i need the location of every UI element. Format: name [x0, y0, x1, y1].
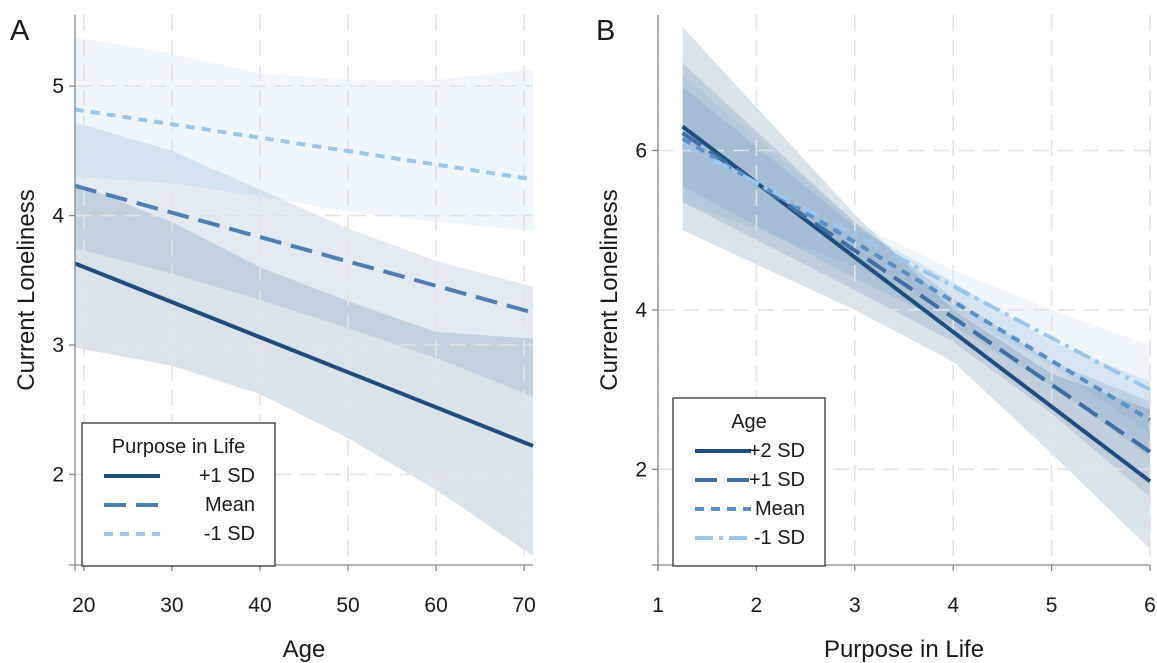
ci-band-1sd: [682, 74, 1150, 434]
series-line-1sd: [681, 142, 1151, 392]
ci-band-1sd: [75, 183, 533, 556]
legend: Purpose in Life +1 SD Mean -1 SD: [81, 422, 276, 567]
panel-label: B: [596, 15, 615, 47]
series-line-mean: [74, 183, 534, 315]
legend-entry-label: +2 SD: [749, 440, 805, 462]
x-tick-label: 6: [1144, 594, 1156, 617]
legend-entry-label: Mean: [205, 494, 255, 516]
x-tick-label: 30: [160, 594, 183, 617]
y-axis-label: Current Loneliness: [596, 189, 623, 390]
x-tick-label: 40: [248, 594, 271, 617]
y-tick-label: 2: [635, 458, 647, 481]
y-tick-label: 3: [52, 334, 64, 357]
x-tick-label: 60: [424, 594, 447, 617]
x-tick-label: 50: [336, 594, 359, 617]
series-line-1sd: [74, 107, 534, 182]
x-axis-label: Purpose in Life: [824, 636, 984, 663]
chart-panel-A: 20 30 40 50 60 70 2 3 4 5 Age Current Loneliness A Pu…: [10, 15, 536, 663]
y-tick-label: 6: [635, 140, 647, 163]
x-tick-label: 5: [1046, 594, 1058, 617]
legend-entry-label: +1 SD: [199, 465, 255, 487]
x-tick-label: 20: [72, 594, 95, 617]
ci-band-mean: [75, 122, 533, 397]
x-tick-label: 2: [751, 594, 763, 617]
y-tick-label: 4: [635, 299, 647, 322]
ci-band-2sd: [682, 27, 1150, 550]
y-axis-label: Current Loneliness: [13, 189, 40, 390]
x-tick-label: 4: [947, 594, 959, 617]
y-tick-label: 4: [52, 205, 64, 228]
x-tick-label: 70: [513, 594, 536, 617]
ci-band-mean: [682, 86, 1150, 458]
chart-panel-B: 1 2 3 4 5 6 2 4 6 Purpose in Life Current Loneline…: [596, 15, 1156, 663]
x-tick-label: 3: [849, 594, 861, 617]
y-tick-label: 2: [52, 463, 64, 486]
legend-entry-label: -1 SD: [204, 523, 255, 545]
panel-label: A: [10, 15, 30, 47]
legend-entry-label: +1 SD: [749, 469, 805, 491]
x-axis-label: Age: [283, 636, 326, 663]
legend-title: Age: [731, 411, 767, 433]
series-line-mean: [681, 136, 1152, 422]
legend-entry-label: -1 SD: [754, 527, 805, 549]
legend: Age +2 SD +1 SD Mean -1 SD: [672, 397, 826, 567]
legend-entry-label: Mean: [755, 498, 805, 520]
legend-title: Purpose in Life: [112, 436, 245, 458]
legend-box: [81, 422, 276, 567]
series-line-2sd: [681, 125, 1152, 483]
series-line-1sd: [74, 261, 534, 448]
x-tick-label: 1: [652, 594, 664, 617]
y-tick-label: 5: [52, 75, 64, 98]
